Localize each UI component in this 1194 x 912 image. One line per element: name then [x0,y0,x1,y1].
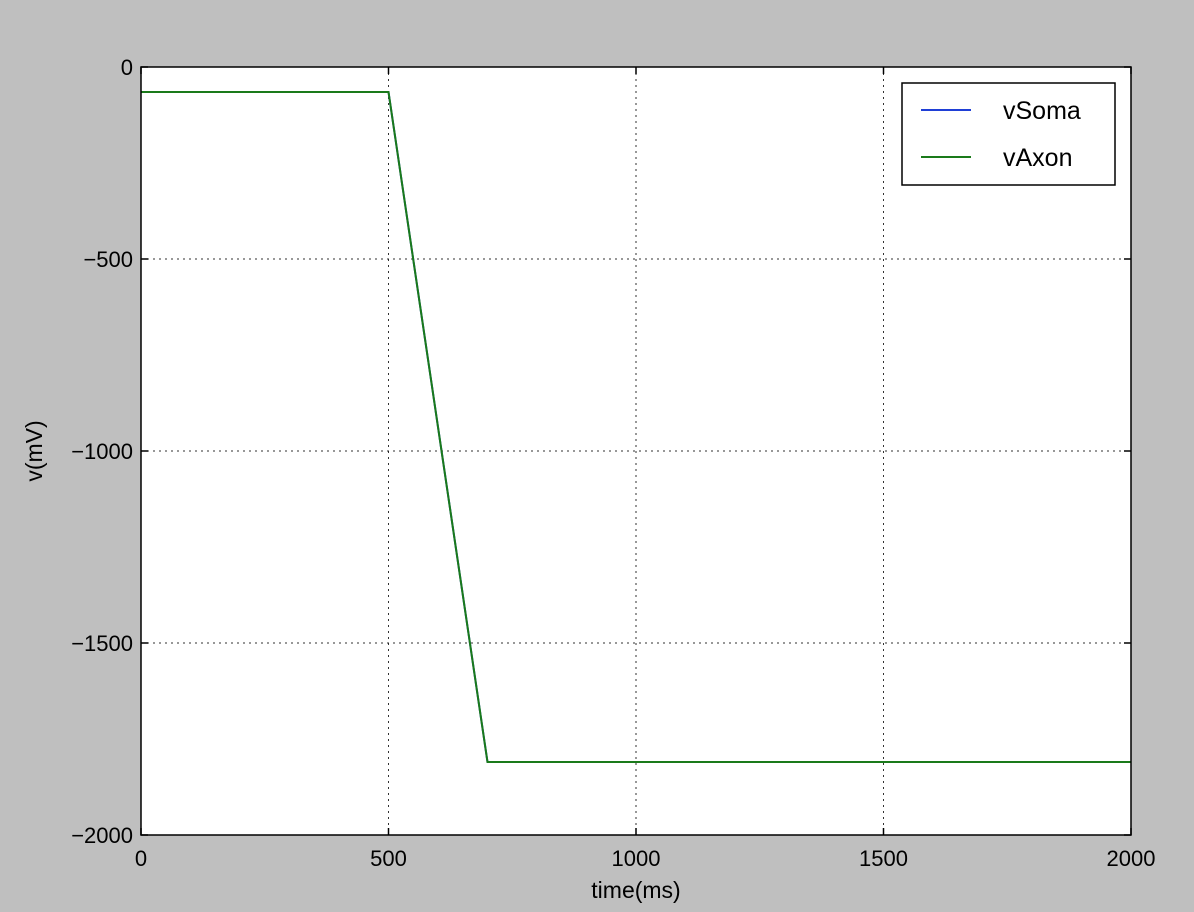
y-tick-label: −1000 [71,439,133,464]
y-tick-label: −2000 [71,823,133,848]
x-axis-label: time(ms) [591,877,680,903]
x-tick-label: 0 [135,846,147,871]
y-axis-label: v(mV) [21,420,47,481]
y-tick-labels: 0 −500 −1000 −1500 −2000 [71,55,133,848]
y-tick-label: 0 [121,55,133,80]
x-tick-label: 500 [370,846,407,871]
x-tick-label: 1000 [612,846,661,871]
x-tick-label: 1500 [859,846,908,871]
series-lines [141,90,1131,764]
series-line-vaxon [141,90,1131,764]
legend-label-vaxon: vAxon [1003,144,1072,172]
x-tick-labels: 0 500 1000 1500 2000 [135,846,1156,871]
y-tick-label: −1500 [71,631,133,656]
legend: vSoma vAxon [901,82,1116,186]
legend-label-vsoma: vSoma [1003,97,1081,125]
x-tick-label: 2000 [1107,846,1156,871]
legend-box [901,82,1116,186]
y-tick-label: −500 [83,247,133,272]
axis-ticks [140,66,1132,836]
